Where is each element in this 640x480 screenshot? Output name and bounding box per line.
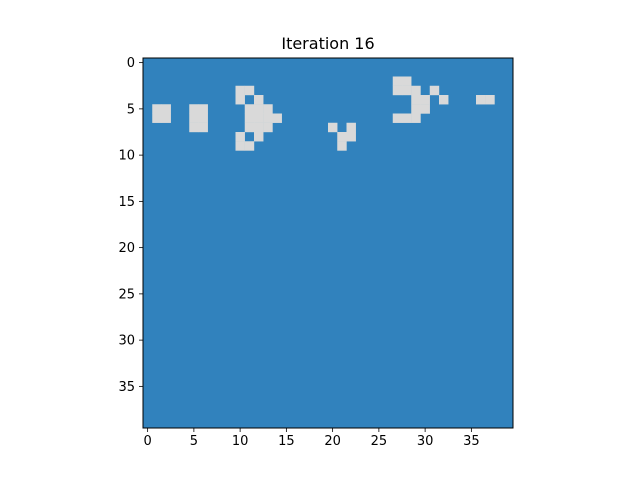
x-tick-label: 30 [417, 434, 434, 449]
live-cell [392, 85, 403, 96]
live-cell [254, 132, 264, 142]
y-tick-label: 5 [127, 102, 135, 117]
live-cell [235, 85, 245, 96]
live-cell [337, 132, 347, 142]
live-cell [244, 113, 255, 123]
x-tick-label: 15 [278, 434, 295, 449]
live-cell [411, 104, 421, 114]
live-cell [254, 104, 264, 114]
live-cell [161, 113, 171, 123]
y-tick-label: 25 [118, 287, 135, 302]
live-cell [198, 104, 208, 114]
y-tick-label: 35 [118, 380, 135, 395]
live-cell [254, 113, 264, 123]
live-cell [254, 95, 264, 105]
chart-title: Iteration 16 [281, 34, 374, 53]
y-axis: 0 5 10 15 20 25 30 35 [118, 56, 143, 395]
live-cell [429, 85, 440, 96]
live-cell [244, 141, 255, 151]
x-tick-label: 10 [232, 434, 249, 449]
x-axis: 0 5 10 15 20 25 30 35 [143, 428, 480, 449]
live-cell [263, 122, 273, 133]
live-cell [392, 113, 403, 123]
live-cell [420, 104, 430, 114]
y-tick-label: 15 [118, 195, 135, 210]
live-cell [402, 113, 412, 123]
live-cell [244, 122, 255, 133]
live-cell [411, 113, 421, 123]
live-cell [439, 95, 449, 105]
live-cell [402, 85, 412, 96]
live-cell [392, 76, 403, 86]
live-cell [411, 85, 421, 96]
live-cell [244, 104, 255, 114]
live-cell [198, 113, 208, 123]
live-cell [189, 104, 199, 114]
live-cell [346, 132, 356, 142]
live-cell [411, 95, 421, 105]
live-cell [328, 122, 338, 133]
live-cell [420, 95, 430, 105]
live-cell [337, 141, 347, 151]
live-cell [244, 85, 255, 96]
live-cell [198, 122, 208, 133]
x-tick-label: 25 [371, 434, 388, 449]
live-cell [189, 122, 199, 133]
live-cell [152, 104, 162, 114]
live-cell [161, 104, 171, 114]
y-tick-label: 0 [127, 56, 135, 71]
live-cell [263, 113, 273, 123]
live-cell [272, 113, 282, 123]
y-tick-label: 20 [118, 241, 135, 256]
x-tick-label: 0 [143, 434, 151, 449]
live-cell [235, 95, 245, 105]
live-cell [235, 141, 245, 151]
live-cell [476, 95, 486, 105]
x-tick-label: 5 [190, 434, 198, 449]
live-cell [485, 95, 495, 105]
x-tick-label: 20 [324, 434, 341, 449]
live-cell [235, 132, 245, 142]
axes-frame [142, 57, 514, 429]
y-tick-label: 30 [118, 334, 135, 349]
x-tick-label: 35 [463, 434, 480, 449]
y-tick-label: 10 [118, 149, 135, 164]
live-cell [152, 113, 162, 123]
live-cell [263, 104, 273, 114]
live-cell [189, 113, 199, 123]
cells-layer [143, 58, 513, 428]
live-cell [402, 76, 412, 86]
live-cell [346, 122, 356, 133]
live-cell [254, 122, 264, 133]
